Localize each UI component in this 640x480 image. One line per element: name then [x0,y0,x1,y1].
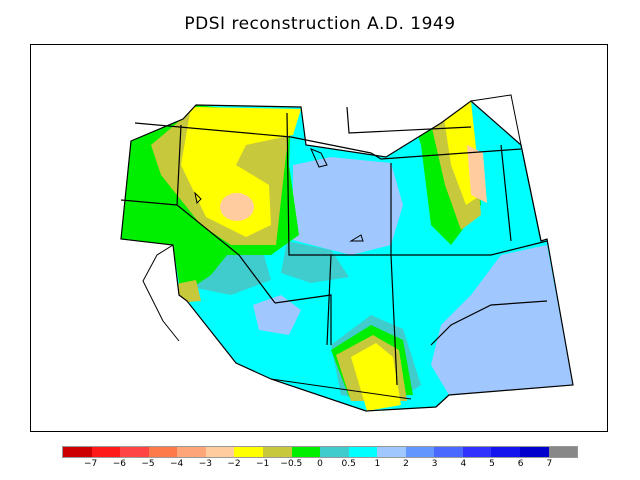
zone-peach-west [220,193,254,221]
zone-light-blue-north [293,157,403,255]
outer-lines [142,94,542,400]
legend-swatch [348,447,378,457]
legend-swatch [205,447,235,457]
legend-colorbar [62,446,578,458]
legend-swatch [377,447,406,457]
land-outline [120,100,574,412]
lake-tahoe [194,191,202,205]
legend-swatch [148,447,178,457]
legend-swatch [120,447,149,457]
zone-peach-north [467,145,487,203]
legend-swatch [548,447,578,457]
border-utah-colorado [390,163,398,386]
zone-yellow-west [181,107,301,237]
outer-line-east [520,144,542,242]
legend-swatch [491,447,520,457]
legend-tick-label: −3 [198,459,212,469]
legend-tick-label: −2 [227,459,241,469]
legend-tick-label: 5 [489,459,495,469]
legend-tick-label: 6 [517,459,524,469]
legend-swatch [63,447,92,457]
legend-swatch [262,447,292,457]
legend-swatch [291,447,321,457]
legend-tick-label: 4 [460,459,467,469]
great-salt-lake [310,148,328,168]
legend-tick-label: −5 [141,459,155,469]
legend-tick-label: 0.5 [341,459,356,469]
legend-tick-label: 1 [374,459,381,469]
zone-yellow-south [351,343,401,411]
border-arizona [274,294,332,345]
legend-tick-label: −1 [256,459,270,469]
legend-tick-label: 3 [431,459,438,469]
legend-swatch [177,447,206,457]
border-oregon-california [120,199,178,206]
zone-light-blue-center [253,295,301,335]
legend-swatch [234,447,263,457]
outer-line-coast [142,244,180,342]
lake-powell [349,234,364,242]
border-arizona-nevada [326,254,332,346]
map-frame [30,44,608,432]
border-latitude-37 [286,112,548,256]
legend-swatch [462,447,492,457]
legend-swatch [320,447,349,457]
legend-swatch [520,447,549,457]
lakes [194,148,364,242]
legend-tick-label: −0.5 [280,459,303,469]
legend-tick-label: −4 [170,459,184,469]
legend-tick-label: 7 [546,459,553,469]
zone-teal-a [281,241,349,283]
border-southeast [430,300,548,346]
outer-line-mexico [270,378,412,400]
border-eastern [500,144,512,242]
legend-tick-label: −6 [112,459,126,469]
legend-tick-labels: −7 −6 −5 −4 −3 −2 −1 −0.5 0 0.5 1 2 3 4 5 6 7 [62,459,578,473]
legend-swatch [405,447,435,457]
pdsi-contour-fields [121,101,573,411]
legend-swatch [434,447,463,457]
map-title: PDSI reconstruction A.D. 1949 [184,14,456,34]
legend-tick-label: 2 [403,459,409,469]
legend-tick-label: −7 [84,459,98,469]
zone-light-blue-east [431,245,573,395]
legend-swatch [91,447,121,457]
border-canada [134,122,522,160]
border-northern [346,106,472,134]
outer-line-north [470,94,522,146]
border-california-nevada [176,124,276,304]
legend-tick-label: 0 [317,459,323,469]
boundary-lines [120,106,548,386]
pdsi-map [120,94,574,412]
